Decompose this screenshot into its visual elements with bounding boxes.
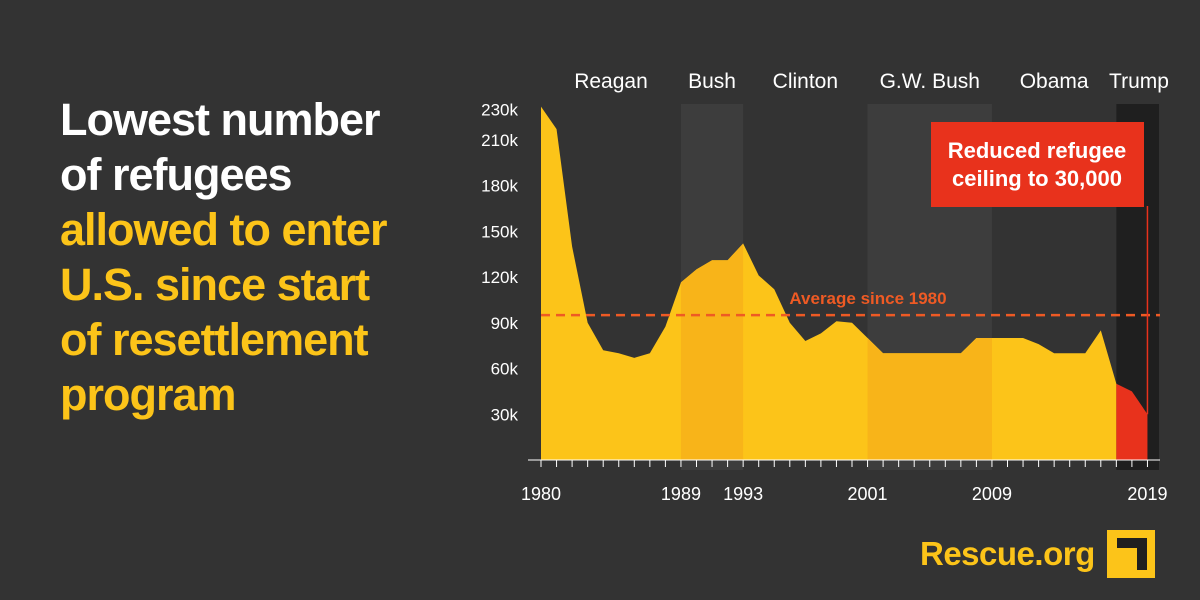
x-tick-label-4: 2009 — [972, 484, 1012, 504]
y-tick-label-5: 180k — [481, 177, 518, 196]
y-tick-label-2: 90k — [491, 314, 519, 333]
y-tick-label-6: 210k — [481, 131, 518, 150]
logo-text: Rescue.org — [920, 535, 1095, 572]
admin-area-overlay-1 — [680, 243, 744, 460]
y-tick-label-1: 60k — [491, 360, 519, 379]
x-tick-label-2: 1993 — [723, 484, 763, 504]
admin-area-overlay-3 — [867, 338, 992, 460]
admin-label-4: Obama — [1020, 70, 1089, 93]
admin-label-3: G.W. Bush — [880, 70, 980, 93]
headline-line-5: of resettlement — [60, 314, 369, 365]
headline-line-4: U.S. since start — [60, 259, 370, 310]
average-label: Average since 1980 — [789, 289, 946, 308]
headline-line-2: of refugees — [60, 149, 293, 200]
headline-line-3: allowed to enter — [60, 204, 388, 255]
annotation-box — [931, 122, 1144, 207]
admin-label-0: Reagan — [574, 70, 648, 93]
y-tick-label-0: 30k — [491, 405, 519, 424]
annotation-line-1: ceiling to 30,000 — [952, 166, 1122, 191]
rescue-logo[interactable]: Rescue.org — [920, 530, 1155, 578]
annotation-line-0: Reduced refugee — [948, 138, 1127, 163]
headline-line-6: program — [60, 369, 237, 420]
highlight-area — [1116, 383, 1148, 460]
y-tick-label-3: 120k — [481, 268, 518, 287]
admin-label-1: Bush — [688, 70, 736, 93]
irc-corner-mark-icon — [1106, 530, 1155, 578]
headline-line-1: Lowest number — [60, 94, 381, 145]
admin-label-2: Clinton — [773, 70, 838, 93]
x-tick-label-1: 1989 — [661, 484, 701, 504]
x-tick-label-5: 2019 — [1127, 484, 1167, 504]
x-tick-label-0: 1980 — [521, 484, 561, 504]
x-tick-label-3: 2001 — [848, 484, 888, 504]
admin-label-5: Trump — [1109, 70, 1169, 93]
y-tick-label-7: 230k — [481, 100, 518, 119]
y-tick-label-4: 150k — [481, 222, 518, 241]
headline: Lowest number of refugees allowed to ent… — [60, 92, 480, 422]
